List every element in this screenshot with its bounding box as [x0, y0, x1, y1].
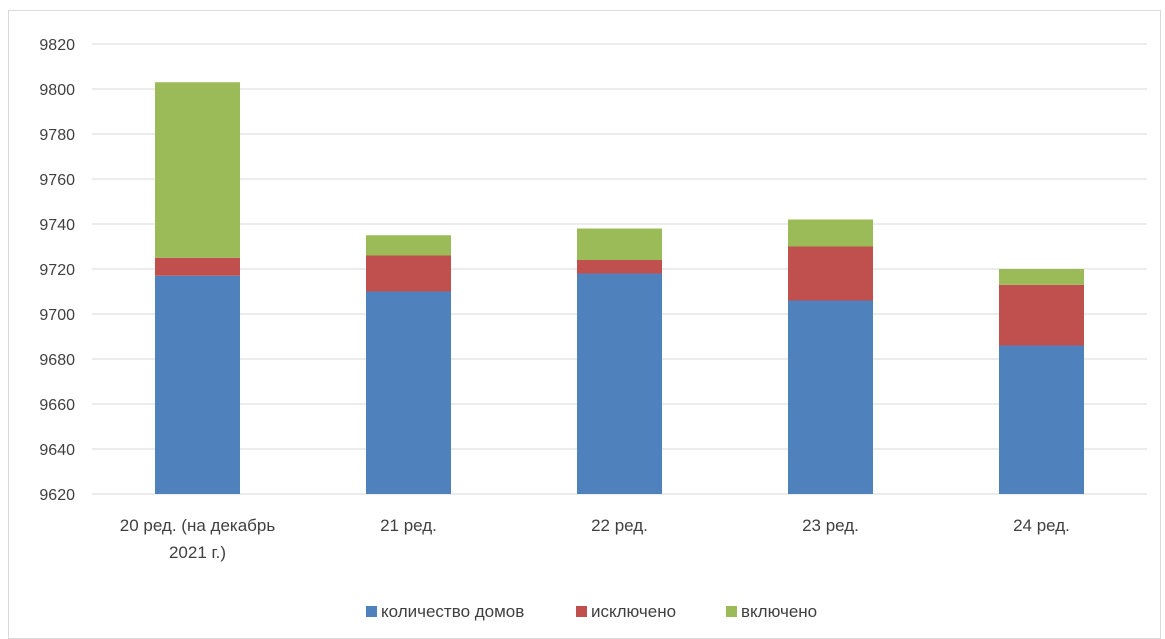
legend: количество домов исключено включено — [366, 602, 817, 621]
y-tick-label: 9760 — [39, 172, 75, 189]
y-tick-label: 9700 — [39, 307, 75, 324]
bar-segment — [366, 235, 451, 256]
bar-segment — [788, 246, 873, 301]
bar-segment — [155, 275, 240, 494]
y-tick-label: 9820 — [39, 37, 75, 54]
legend-swatch — [366, 606, 377, 617]
bar-segment — [577, 260, 662, 274]
legend-label: включено — [741, 602, 817, 621]
x-category-label: 2021 г.) — [169, 543, 226, 562]
y-tick-label: 9800 — [39, 82, 75, 99]
y-tick-label: 9660 — [39, 397, 75, 414]
x-category-label: 22 ред. — [591, 516, 648, 535]
bar-segment — [155, 82, 240, 258]
y-axis-tick-labels: 9620 9640 9660 9680 9700 9720 9740 9760 9780 9800… — [39, 37, 75, 504]
y-tick-label: 9680 — [39, 352, 75, 369]
legend-label: исключено — [591, 602, 676, 621]
x-category-label: 24 ред. — [1013, 516, 1070, 535]
bars — [155, 82, 1084, 494]
y-tick-label: 9640 — [39, 442, 75, 459]
bar-segment — [577, 273, 662, 494]
bar-segment — [999, 345, 1084, 494]
gridlines — [92, 43, 1147, 495]
legend-swatch — [726, 606, 737, 617]
y-tick-label: 9620 — [39, 487, 75, 504]
y-tick-label: 9720 — [39, 262, 75, 279]
x-axis-category-labels: 20 ред. (на декабрь 2021 г.) 21 ред. 22 ред… — [120, 516, 1070, 562]
bar-segment — [577, 228, 662, 260]
bar-segment — [366, 291, 451, 494]
bar-segment — [788, 219, 873, 247]
x-category-label: 20 ред. (на декабрь — [120, 516, 276, 535]
bar-segment — [788, 300, 873, 494]
bar-segment — [366, 255, 451, 292]
bar-segment — [999, 269, 1084, 285]
legend-swatch — [576, 606, 587, 617]
legend-label: количество домов — [381, 602, 524, 621]
y-tick-label: 9740 — [39, 217, 75, 234]
x-category-label: 23 ред. — [802, 516, 859, 535]
x-category-label: 21 ред. — [380, 516, 437, 535]
bar-segment — [155, 257, 240, 276]
bar-segment — [999, 284, 1084, 346]
y-tick-label: 9780 — [39, 127, 75, 144]
